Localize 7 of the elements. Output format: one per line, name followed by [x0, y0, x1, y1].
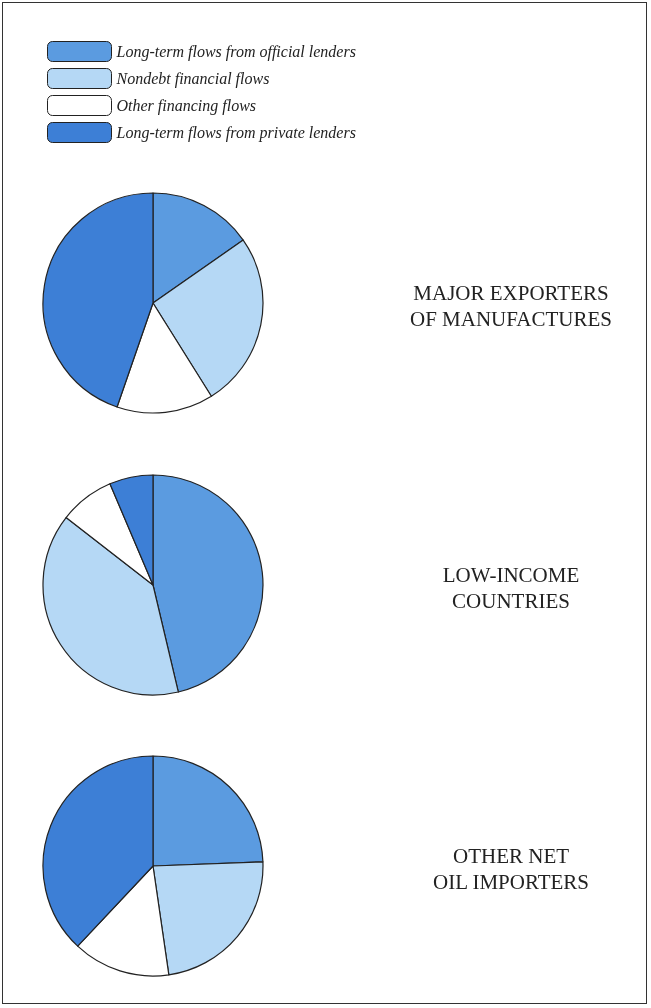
text: MAJOR EXPORTERS OF MANUFACTURES [409, 281, 613, 331]
legend-label: Long-term flows from official lenders [115, 43, 356, 61]
legend-label: Nondebt financial flows [115, 70, 270, 88]
text: LOW-INCOME COUNTRIES [442, 563, 580, 613]
text: OTHER NET OIL IMPORTERS [432, 844, 590, 894]
legend-label: Other financing flows [116, 97, 257, 115]
legend-label: Long-term flows from private lenders [115, 124, 356, 142]
